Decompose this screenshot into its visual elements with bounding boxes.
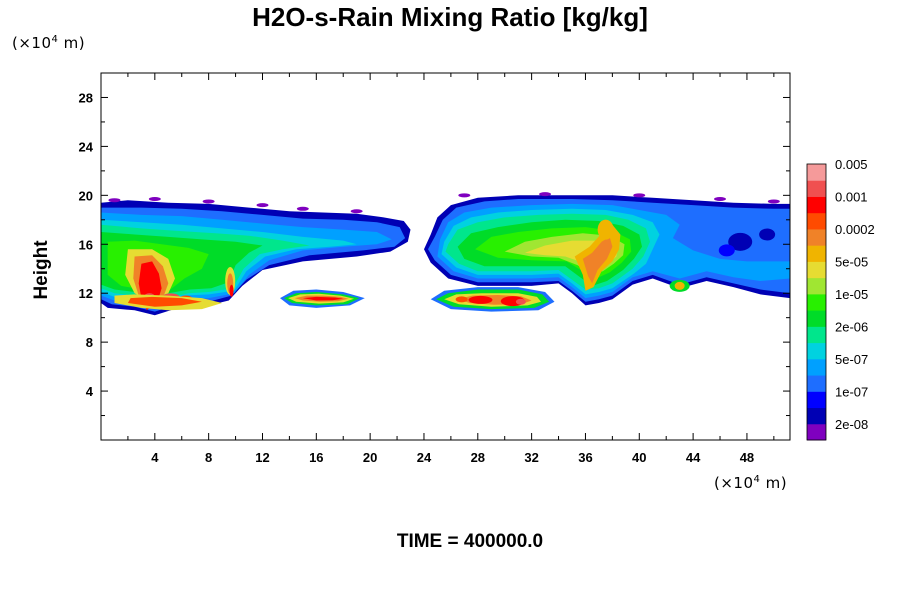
x-tick-label: 16 — [309, 450, 323, 465]
rain-cell — [674, 281, 685, 290]
rain-cell — [597, 219, 614, 240]
purple-fringe — [767, 199, 780, 204]
purple-fringe — [458, 193, 471, 198]
legend-label: 0.0002 — [835, 222, 875, 237]
purple-fringe — [714, 197, 727, 202]
x-axis-unit: (×104 m) — [714, 474, 788, 492]
y-axis-unit: (×104 m) — [12, 34, 86, 52]
legend-label: 2e-06 — [835, 319, 868, 334]
legend-swatch — [807, 407, 826, 425]
purple-fringe — [539, 192, 552, 197]
legend-label: 1e-07 — [835, 384, 868, 399]
x-tick-label: 20 — [363, 450, 377, 465]
y-tick-label: 24 — [79, 139, 94, 154]
x-tick-label: 4 — [151, 450, 159, 465]
rain-cell — [468, 295, 493, 304]
time-label: TIME = 400000.0 — [396, 531, 544, 552]
plot-frame — [100, 72, 791, 441]
y-tick-label: 20 — [79, 188, 93, 203]
legend-swatch — [807, 375, 826, 392]
rain-cell — [759, 228, 776, 241]
legend-swatch — [807, 423, 826, 441]
legend-swatch — [807, 391, 826, 409]
legend-swatch — [807, 293, 826, 311]
x-tick-label: 32 — [524, 450, 538, 465]
x-tick-label: 28 — [471, 450, 485, 465]
legend-swatch — [807, 180, 826, 197]
color-legend: 2e-08 1e-07 5e-07 2e-06 1e-05 5e-05 0.0002 0.00… — [806, 157, 875, 441]
legend-label: 2e-08 — [835, 417, 868, 432]
y-tick-label: 16 — [79, 237, 93, 252]
rain-cell — [728, 232, 753, 251]
rain-cell — [455, 296, 468, 303]
left-base-orange — [127, 296, 202, 307]
legend-swatch — [807, 310, 826, 327]
x-tick-label: 40 — [632, 450, 646, 465]
rain-cell — [229, 284, 234, 297]
legend-swatch — [807, 342, 826, 360]
legend-swatch — [807, 196, 826, 214]
x-tick-label: 36 — [578, 450, 592, 465]
legend-label: 0.005 — [835, 157, 868, 172]
purple-fringe — [148, 197, 161, 202]
purple-fringe — [108, 198, 121, 203]
purple-fringe — [350, 209, 363, 214]
band1-red — [302, 296, 344, 301]
legend-frame — [806, 163, 827, 441]
rain-cell — [718, 244, 735, 257]
x-tick-label: 44 — [686, 450, 701, 465]
legend-swatch — [807, 277, 826, 295]
purple-fringe — [202, 199, 215, 204]
legend-swatch — [807, 358, 826, 376]
x-tick-label: 24 — [417, 450, 432, 465]
legend-swatch — [807, 245, 826, 262]
right-core-orange2 — [582, 236, 613, 284]
chart-title: H2O-s-Rain Mixing Ratio [kg/kg] — [252, 2, 648, 32]
x-tick-label: 12 — [255, 450, 269, 465]
rain-field — [101, 192, 790, 316]
legend-label: 1e-05 — [835, 287, 868, 302]
y-tick-label: 4 — [86, 384, 94, 399]
x-tick-label: 8 — [205, 450, 212, 465]
legend-swatch — [807, 212, 826, 230]
legend-swatch — [807, 228, 826, 246]
purple-fringe — [633, 193, 646, 198]
x-tick-label: 48 — [740, 450, 754, 465]
purple-fringe — [296, 206, 309, 211]
legend-swatch — [807, 326, 826, 344]
y-tick-label: 8 — [86, 335, 93, 350]
y-tick-label: 12 — [79, 286, 93, 301]
purple-fringe — [256, 203, 269, 208]
rain-cell — [515, 298, 526, 305]
legend-label: 5e-05 — [835, 254, 868, 269]
legend-swatch — [807, 261, 826, 279]
legend-swatch — [807, 164, 826, 181]
legend-label: 0.001 — [835, 189, 868, 204]
y-tick-label: 28 — [79, 90, 93, 105]
legend-label: 5e-07 — [835, 352, 868, 367]
